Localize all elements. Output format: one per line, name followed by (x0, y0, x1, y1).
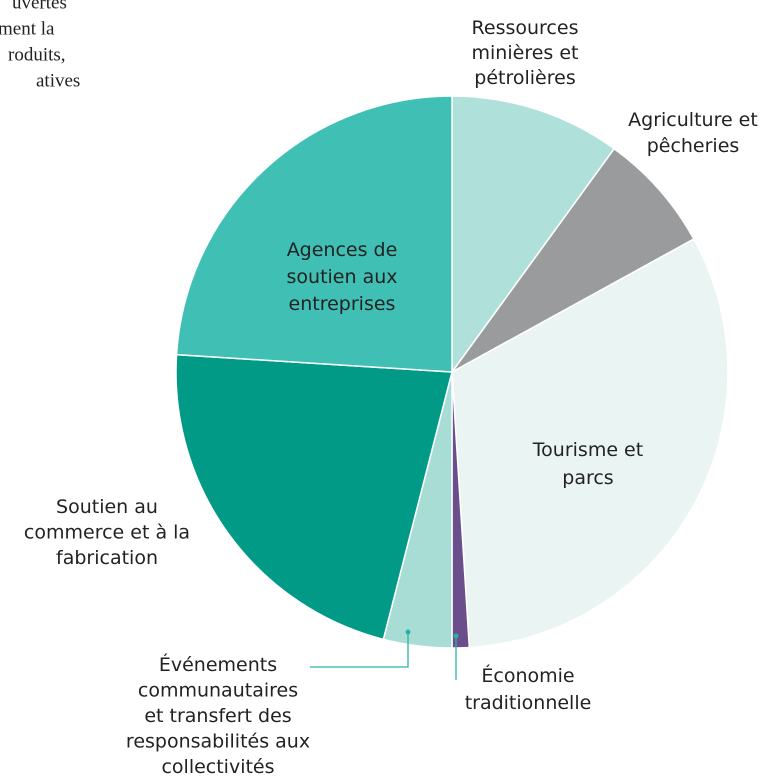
slice-label: Soutien au commerce et à la fabrication (24, 496, 190, 569)
slice-label: Événements communautaires et transfert des… (126, 653, 310, 778)
note-text: roduits, (8, 44, 66, 65)
note-text: uvertes (12, 0, 67, 13)
note-text: atives (36, 70, 80, 91)
slice-label: Ressources minières et pétrolières (472, 17, 579, 89)
leader-line (310, 632, 409, 668)
pie-slice (451, 95, 616, 375)
slice-label: Économie traditionnelle (465, 664, 592, 714)
slice-label: Tourisme et parcs (532, 439, 643, 489)
pie-slice (451, 147, 695, 373)
pie-slice (175, 353, 453, 641)
pie-slice (451, 238, 729, 649)
slice-label: Agences de soutien aux entreprises (287, 239, 398, 315)
note-text: ment la (0, 18, 55, 39)
slice-label: Agriculture et pêcheries (628, 109, 758, 157)
pie-slice (175, 95, 453, 373)
